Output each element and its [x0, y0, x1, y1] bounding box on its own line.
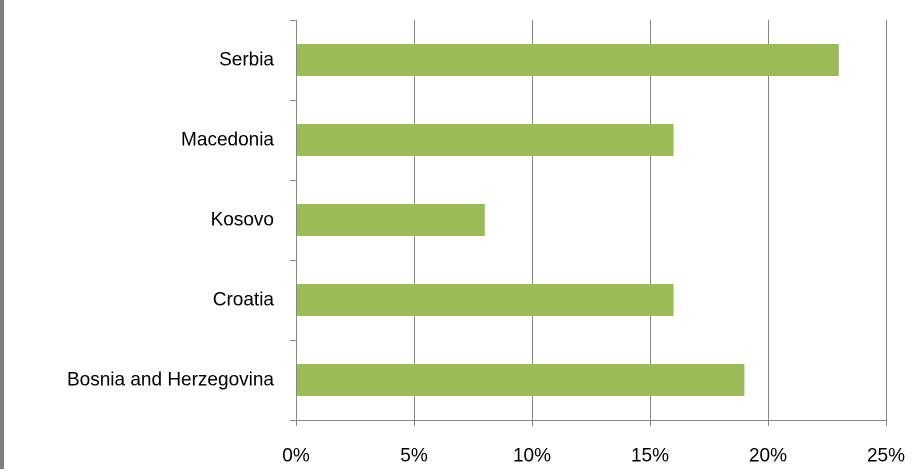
category-label: Bosnia and Herzegovina	[67, 370, 274, 391]
bar-macedonia	[297, 124, 674, 156]
bars	[297, 44, 839, 396]
x-tick-label: 20%	[749, 446, 787, 467]
bar-serbia	[297, 44, 839, 76]
bar-croatia	[297, 284, 674, 316]
category-label: Croatia	[213, 290, 275, 311]
x-tick-label: 10%	[513, 446, 551, 467]
left-edge-border	[0, 0, 4, 469]
x-tick-label: 0%	[282, 446, 310, 467]
category-label: Kosovo	[211, 210, 274, 231]
x-tick-label: 25%	[867, 446, 905, 467]
bar-bosnia-and-herzegovina	[297, 364, 745, 396]
grid-lines	[414, 20, 887, 420]
x-tick-label: 5%	[400, 446, 428, 467]
x-tick-label: 15%	[631, 446, 669, 467]
category-label: Macedonia	[181, 130, 274, 151]
category-label: Serbia	[219, 50, 274, 71]
category-labels: Serbia Macedonia Kosovo Croatia Bosnia and H…	[67, 50, 274, 391]
x-tick-labels: 0% 5% 10% 15% 20% 25%	[282, 446, 905, 467]
bar-kosovo	[297, 204, 485, 236]
axes	[290, 20, 887, 426]
